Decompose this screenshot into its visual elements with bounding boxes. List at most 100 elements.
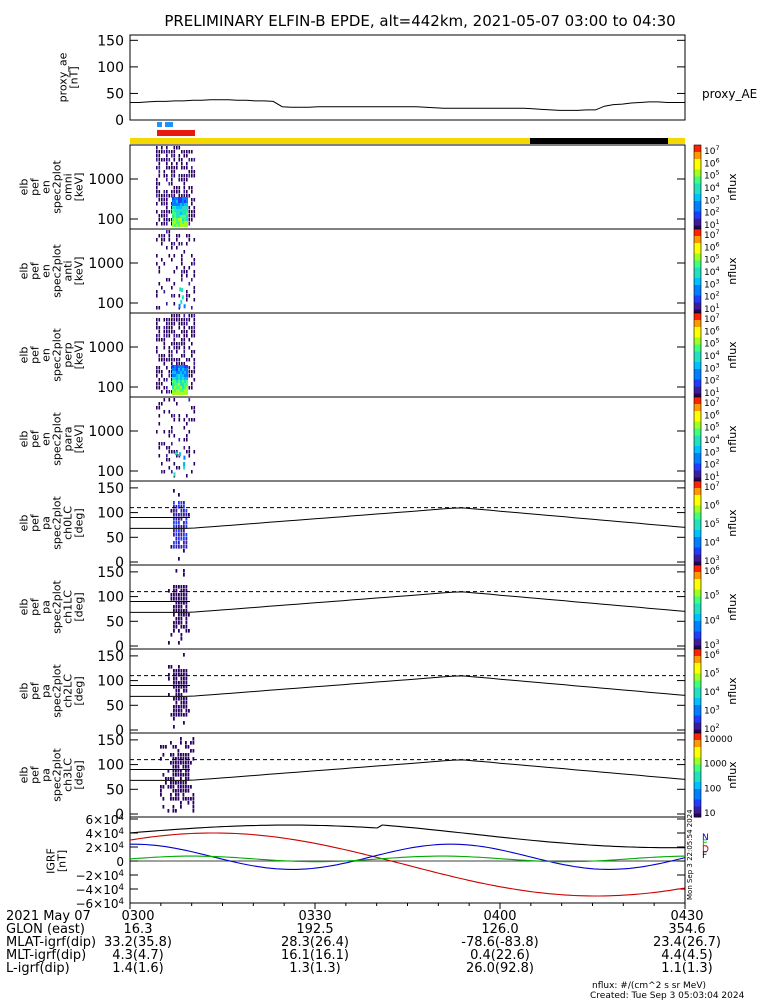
pa-pixel [173, 505, 175, 509]
spec-pixel [186, 294, 188, 298]
spec-pixel [191, 190, 193, 194]
spec-tick-label: 1000 [88, 172, 124, 188]
colorbar-cell [694, 148, 701, 153]
spec-pixel [171, 358, 173, 362]
spec-pixel [156, 186, 158, 190]
spec-pixel [182, 368, 184, 371]
spec-pixel [180, 377, 182, 380]
spec-ylabel-0: elbpefenspec2plotomni[keV] [18, 160, 86, 214]
spec-pixel [158, 170, 161, 174]
pa-ylabel-3-text: elbpefpaspec2plotch3LC[deg] [18, 748, 86, 802]
spec-pixel [178, 362, 181, 366]
spec-pixel [186, 174, 188, 178]
pa-tick-label: 100 [97, 758, 124, 774]
pa-pixel [185, 673, 188, 677]
pa-pixel [180, 625, 183, 629]
pa-pixel [178, 525, 180, 529]
spec-pixel [182, 380, 184, 383]
colorbar-cell [694, 187, 701, 191]
colorbar-cell [694, 701, 701, 706]
pa-pixel [192, 797, 195, 801]
pa-pixel [183, 573, 185, 577]
colorbar-cell [694, 757, 701, 762]
pa-tick-label: 100 [97, 590, 124, 606]
spec-pixel [156, 150, 158, 154]
spec-pixel [180, 380, 182, 383]
spec-pixel [184, 389, 186, 392]
colorbar-cell [694, 306, 701, 310]
pa-pixel [175, 697, 178, 701]
pa-pixel [183, 541, 185, 545]
colorbar-cell [694, 673, 701, 678]
spec-pixel [176, 334, 178, 338]
pa-pixel [173, 609, 175, 613]
pa-pixel [183, 653, 185, 657]
pa-pixel [175, 541, 178, 545]
spec-pixel [158, 338, 161, 342]
spec-pixel [168, 278, 171, 282]
pa-pixel [178, 493, 180, 497]
spec-pixel [182, 374, 184, 377]
pa-pixel [170, 781, 172, 785]
pa-pixel [173, 597, 175, 601]
spec-pixel [193, 418, 196, 422]
spec-pixel [161, 146, 163, 150]
colorbar-cell [694, 155, 701, 160]
colorbar-cell [694, 253, 701, 258]
pa-tick-label: 50 [106, 614, 124, 630]
spec-pixel [166, 146, 168, 150]
spec-pixel [171, 378, 173, 382]
pa-pixel [187, 769, 190, 773]
spec-pixel [174, 224, 176, 227]
spec-pixel [174, 209, 176, 212]
spec-pixel [178, 374, 180, 377]
pa-pixel [185, 545, 188, 549]
colorbar-cell [694, 400, 701, 405]
colorbar-cell [694, 484, 701, 489]
spec-pixel [182, 218, 184, 221]
colorbar-tick-label: 104 [704, 433, 720, 446]
colorbar-tick-label: 1000 [704, 760, 727, 770]
pa-pixel [185, 533, 188, 537]
colorbar-label: nflux [726, 593, 739, 621]
spec-pixel [183, 346, 186, 350]
spec-pixel [191, 342, 193, 346]
spec-pixel [193, 298, 196, 302]
axis-row-value: 192.5 [296, 922, 333, 937]
pa-pixel [183, 697, 185, 701]
pa-pixel [185, 697, 188, 701]
spec-pixel [172, 386, 174, 389]
spec-pixel [178, 418, 181, 422]
spec-ylabel-1: elbpefenspec2plotanti[keV] [18, 244, 86, 298]
pa-pixel [183, 609, 185, 613]
pa-pixel [175, 569, 178, 573]
spec-pixel [178, 368, 180, 371]
spec-pixel [176, 200, 178, 203]
spec-pixel [168, 434, 171, 438]
spec-pixel [158, 182, 161, 186]
spec-pixel [161, 374, 163, 378]
pa-pixel [180, 753, 182, 757]
spec-pixel [171, 322, 173, 326]
spec-pixel [172, 371, 174, 374]
pa-pixel [175, 525, 178, 529]
colorbar-tick-label: 106 [704, 408, 720, 421]
colorbar-cell [694, 453, 701, 457]
spec-pixel [166, 386, 168, 390]
pa-pixel [170, 593, 173, 597]
spec-pixel [161, 234, 163, 238]
colorbar-cell [694, 432, 701, 436]
pa-pixel [175, 689, 178, 693]
spec-pixel [186, 434, 188, 438]
colorbar-cell [694, 782, 701, 786]
colorbar-cell [694, 344, 701, 349]
spec-pixel [163, 342, 166, 346]
spec-pixel [191, 418, 193, 422]
colorbar-cell [694, 810, 701, 814]
spec-pixel [186, 438, 188, 442]
status-red-bar [157, 130, 195, 136]
pa-pixel [183, 521, 185, 525]
spec-pixel [188, 446, 191, 450]
spec-pixel [193, 326, 196, 330]
